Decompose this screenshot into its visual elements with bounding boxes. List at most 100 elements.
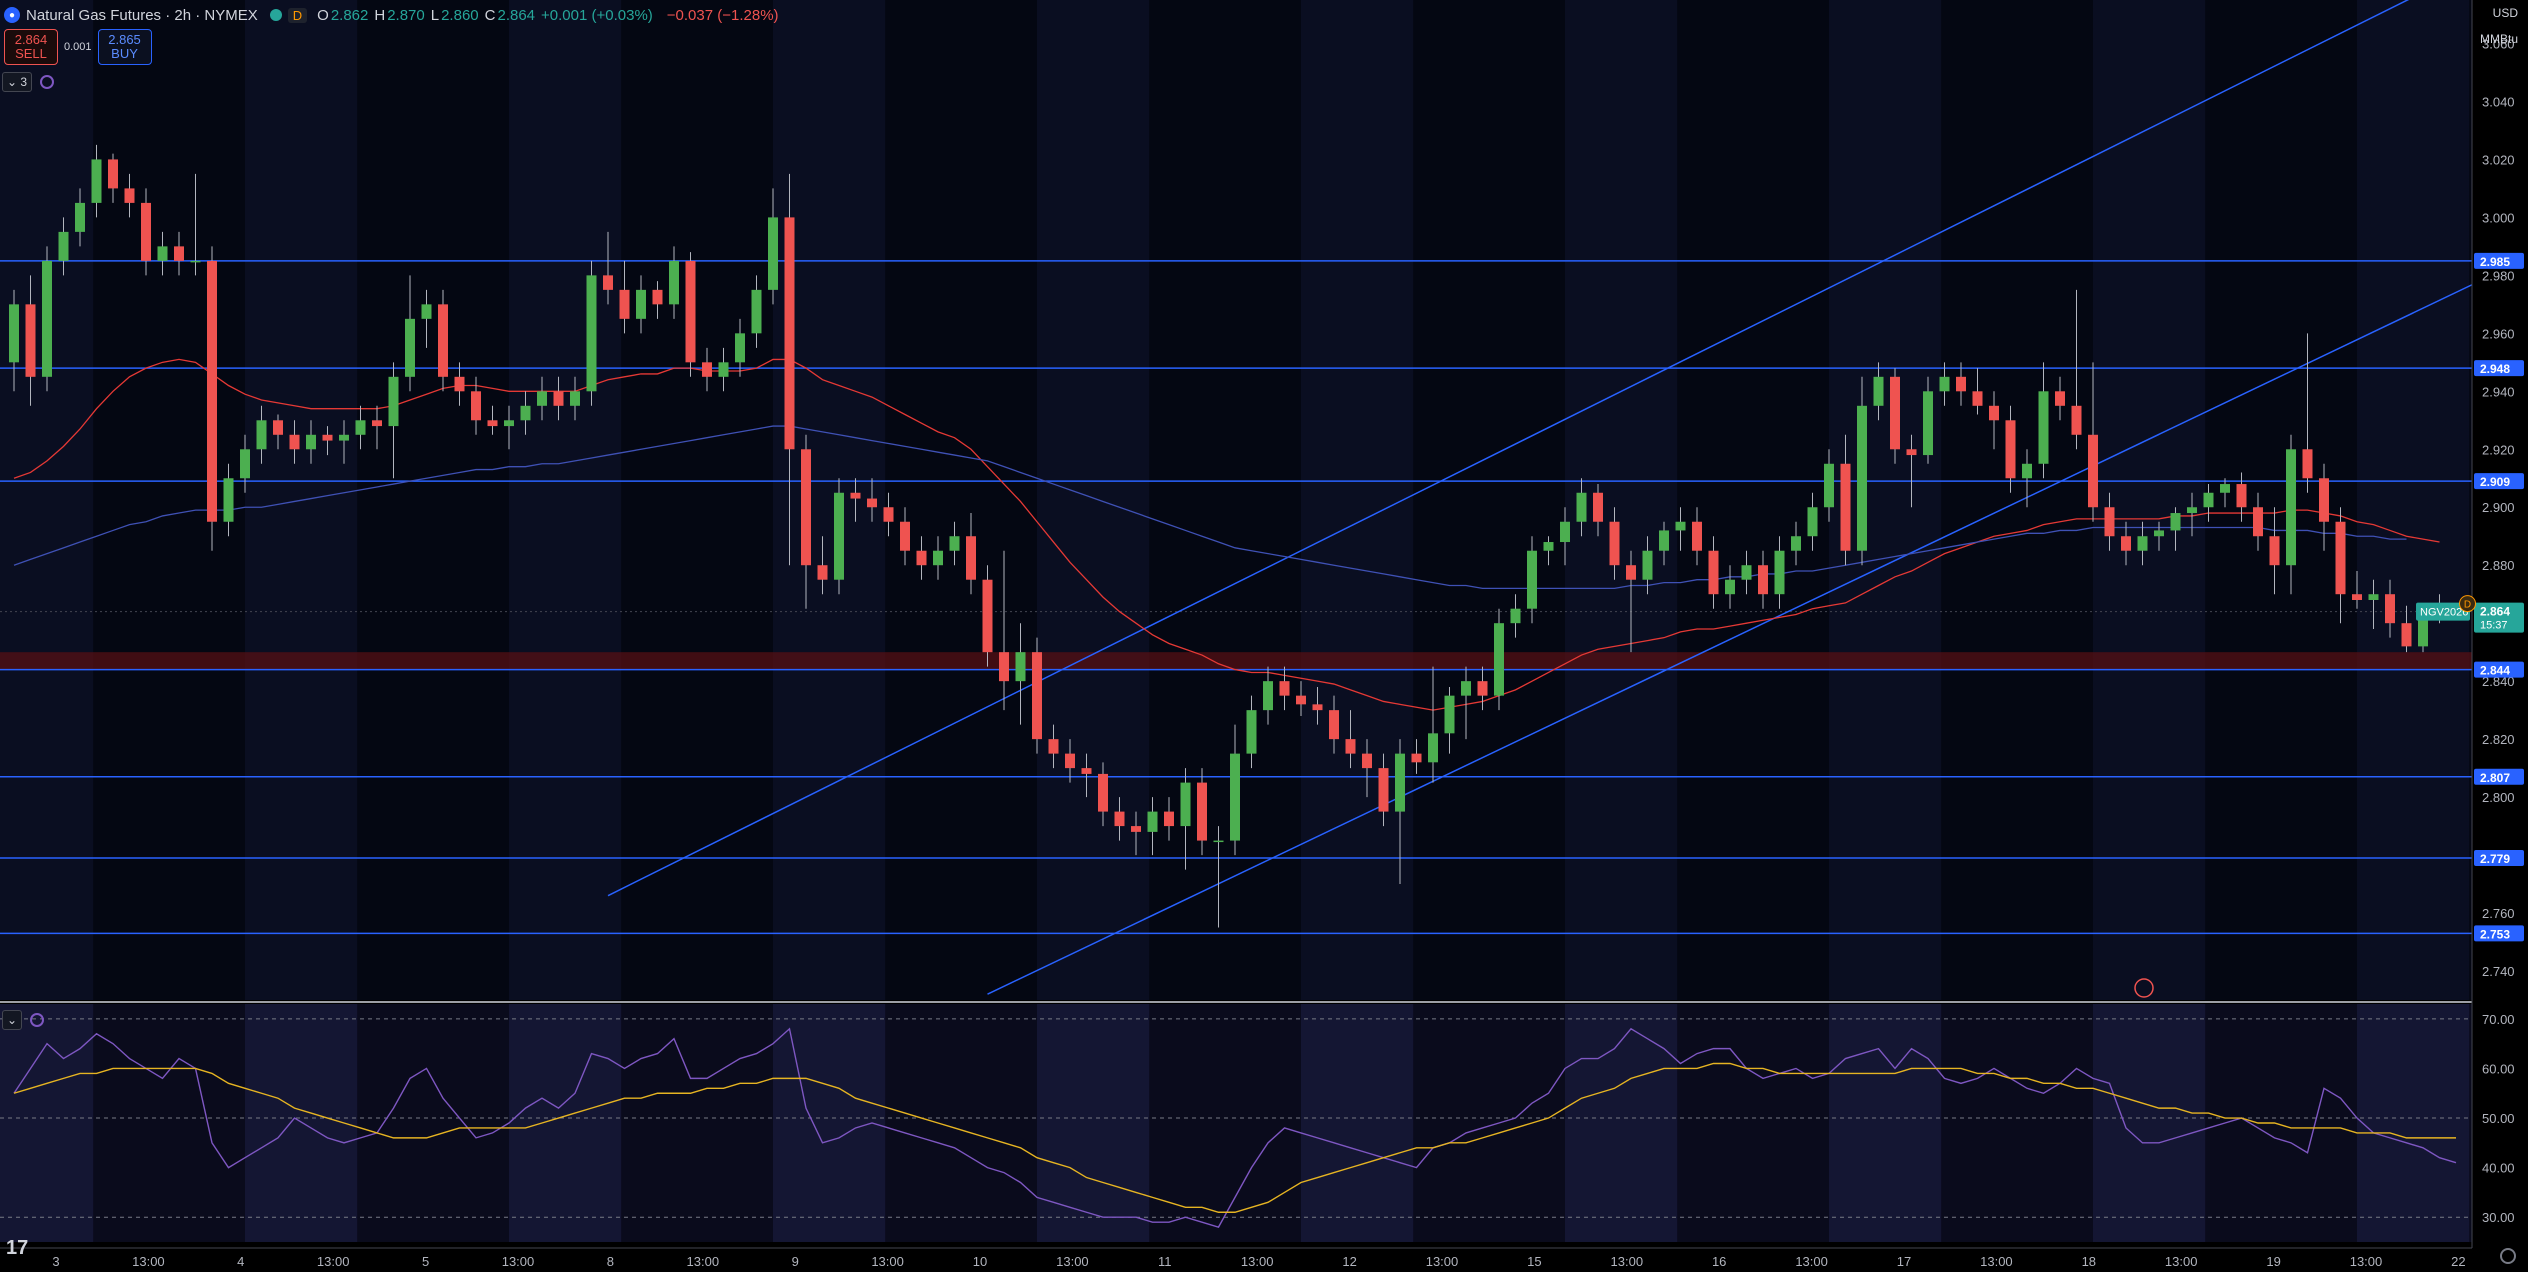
candle bbox=[1411, 739, 1422, 774]
candle bbox=[2055, 376, 2065, 421]
tradingview-logo-icon[interactable]: 17 bbox=[6, 1237, 29, 1259]
session-band bbox=[2357, 0, 2470, 1000]
time-tick-label: 13:00 bbox=[1795, 1254, 1828, 1269]
candle bbox=[1956, 362, 1966, 406]
time-tick-label: 10 bbox=[973, 1254, 987, 1269]
indicator-count[interactable]: ⌄ 3 bbox=[2, 72, 33, 92]
unit-label[interactable]: MMBtu bbox=[2479, 32, 2518, 46]
moving-averages bbox=[13, 358, 2440, 711]
candle-body bbox=[949, 536, 960, 551]
time-tick-label: 13:00 bbox=[1611, 1254, 1644, 1269]
indicator-toggle[interactable]: ⌄ 3 bbox=[2, 72, 55, 92]
candle bbox=[2385, 579, 2395, 638]
candle bbox=[1461, 666, 1471, 740]
rsi-sync-icon[interactable] bbox=[30, 1013, 45, 1027]
candle bbox=[273, 414, 283, 450]
moving-average-line bbox=[13, 425, 2407, 590]
candle-body bbox=[768, 217, 778, 290]
candle bbox=[1015, 623, 1026, 725]
open-value: 2.862 bbox=[330, 6, 369, 24]
time-tick-label: 19 bbox=[2266, 1254, 2280, 1269]
candle-body bbox=[817, 565, 828, 580]
rsi-tick-label: 50.00 bbox=[2482, 1111, 2515, 1126]
level-price-tag-text: 2.909 bbox=[2480, 475, 2510, 489]
candle bbox=[1923, 376, 1933, 464]
candle bbox=[1939, 362, 1950, 406]
low-value: 2.860 bbox=[441, 6, 479, 24]
symbol-title[interactable]: Natural Gas Futures · 2h · NYMEX bbox=[26, 6, 258, 24]
rsi-session-band bbox=[0, 1004, 94, 1242]
sell-button[interactable]: 2.864 SELL bbox=[4, 29, 58, 65]
candle-body bbox=[273, 420, 283, 435]
candle-body bbox=[2203, 492, 2214, 508]
candle bbox=[1279, 666, 1290, 711]
candle-body bbox=[1708, 550, 1719, 595]
candle bbox=[240, 434, 250, 493]
candle bbox=[2203, 484, 2214, 522]
price-tick-label: 2.920 bbox=[2482, 442, 2515, 457]
level-price-tag-text: 2.948 bbox=[2480, 362, 2510, 376]
candle-body bbox=[1543, 542, 1554, 551]
candle bbox=[520, 391, 531, 435]
time-tick-label: 13:00 bbox=[132, 1254, 165, 1269]
candle-body bbox=[405, 318, 415, 377]
candle bbox=[801, 434, 811, 609]
candle-body bbox=[1692, 521, 1702, 551]
indicator-count-value: 3 bbox=[20, 75, 28, 89]
candle-body bbox=[75, 202, 85, 232]
axis-background bbox=[2472, 0, 2528, 1272]
candlestick-series bbox=[9, 144, 2445, 928]
price-tick-label: 2.760 bbox=[2482, 906, 2515, 921]
candle bbox=[141, 188, 151, 276]
candle bbox=[1494, 608, 1504, 711]
candle bbox=[2038, 362, 2049, 479]
candle-body bbox=[1428, 733, 1438, 763]
candle bbox=[504, 405, 514, 450]
sync-icon[interactable] bbox=[40, 75, 55, 89]
candle-body bbox=[1345, 739, 1356, 754]
buy-label: BUY bbox=[111, 46, 138, 61]
candle bbox=[1758, 550, 1768, 609]
time-tick-label: 11 bbox=[1158, 1254, 1172, 1269]
candle-body bbox=[471, 391, 481, 421]
candle bbox=[1428, 666, 1438, 783]
trend-lines[interactable] bbox=[607, 0, 2523, 995]
time-tick-label: 13:00 bbox=[2165, 1254, 2198, 1269]
price-tick-label: 2.980 bbox=[2482, 268, 2515, 283]
candle-body bbox=[933, 550, 943, 566]
candle-body bbox=[1774, 550, 1785, 595]
candle bbox=[1527, 536, 1537, 624]
price-axis[interactable]: 3.060 3.040 3.020 3.000 2.980 2.960 2.940 2.920… bbox=[2471, 0, 2528, 1272]
price-tick-label: 2.800 bbox=[2482, 790, 2515, 805]
candle-body bbox=[1494, 623, 1504, 696]
time-axis[interactable]: 3 13:00 4 13:00 5 13:00 8 13:00 9 13:00 10 13:00 11 1… bbox=[0, 1247, 2472, 1272]
candle bbox=[1824, 449, 1834, 522]
currency-label[interactable]: USD bbox=[2492, 6, 2518, 20]
candle-body bbox=[2253, 507, 2263, 537]
level-price-tag bbox=[2474, 925, 2524, 942]
trade-panel: 2.864 SELL 0.001 2.865 BUY bbox=[4, 29, 152, 65]
candle bbox=[124, 173, 135, 218]
candle bbox=[289, 420, 300, 464]
rsi-toggle[interactable]: ⌄ bbox=[2, 1010, 45, 1030]
settings-gear-icon[interactable] bbox=[2500, 1248, 2516, 1264]
collapse-pane-button[interactable]: ⌄ bbox=[2, 1010, 23, 1030]
candle-body bbox=[1279, 681, 1290, 696]
open-label: O bbox=[317, 6, 329, 24]
candle-body bbox=[58, 231, 69, 261]
candle bbox=[1477, 666, 1488, 711]
candle bbox=[388, 362, 399, 479]
candle bbox=[636, 275, 646, 334]
candle-body bbox=[669, 260, 679, 305]
price-tick-label: 3.040 bbox=[2482, 94, 2515, 109]
candle bbox=[91, 144, 102, 218]
symbol-tag bbox=[2416, 602, 2470, 621]
session-band bbox=[2093, 0, 2206, 1000]
candle-body bbox=[537, 391, 547, 406]
buy-button[interactable]: 2.865 BUY bbox=[97, 29, 152, 65]
time-tick-label: 22 bbox=[2451, 1254, 2465, 1269]
candle-body bbox=[1015, 652, 1026, 682]
candle-body bbox=[1527, 550, 1537, 609]
candle-body bbox=[1576, 492, 1587, 522]
